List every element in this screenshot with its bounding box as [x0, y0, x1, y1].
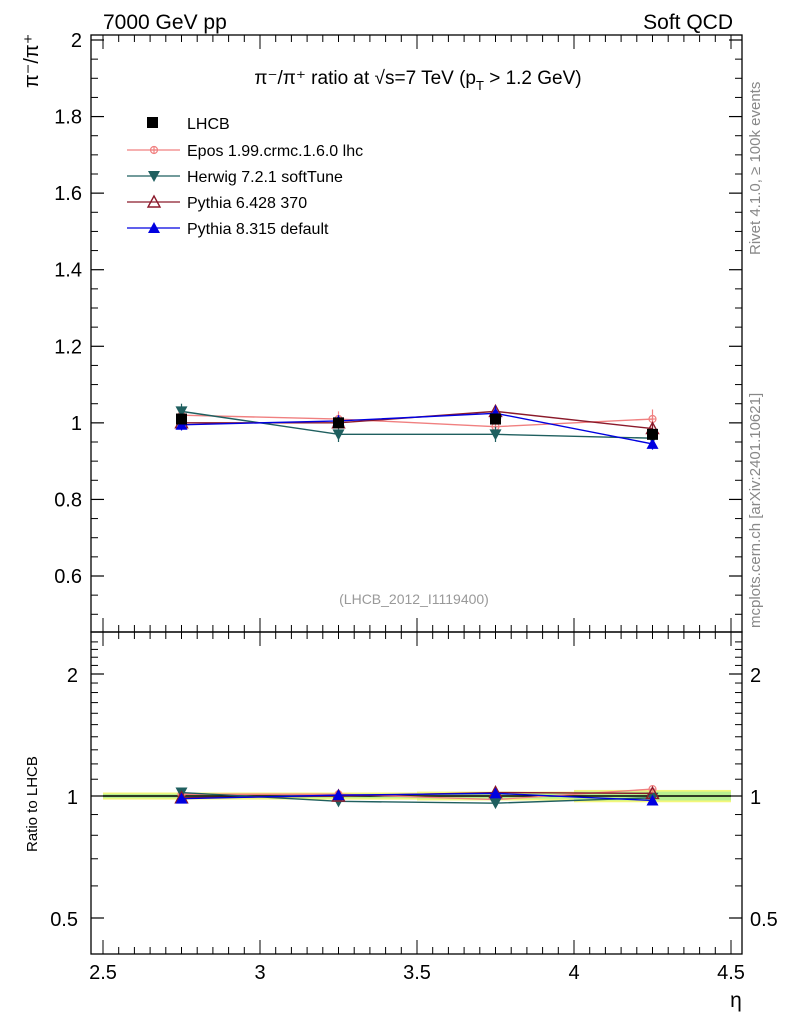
- plot-title-end: > 1.2 GeV): [484, 68, 582, 89]
- data-point-lhcb: [333, 417, 344, 429]
- x-tick-label: 4.5: [717, 962, 745, 984]
- ratio-axis-ticks: 0.5 0.5 1 1 2 2: [50, 641, 778, 931]
- main-y-tick-label: 1.8: [54, 107, 82, 129]
- main-y-tick-label: 1: [71, 413, 82, 435]
- x-axis-label: η: [730, 989, 742, 1012]
- legend-pythia8-marker-shape: [148, 222, 160, 233]
- main-y-tick-label: 2: [71, 30, 82, 52]
- ratio-y-tick-label-right: 0.5: [750, 909, 778, 931]
- ratio-point-herwig: [489, 798, 502, 810]
- series-line-pythia8: [181, 412, 653, 445]
- ratio-y-tick-label-right: 1: [750, 787, 761, 809]
- rivet-version-label: Rivet 4.1.0, ≥ 100k events: [747, 82, 764, 255]
- legend-entry-herwig: Herwig 7.2.1 softTune: [127, 169, 343, 186]
- series-pythia8: [175, 405, 659, 450]
- ratio-series-pythia8: [175, 787, 659, 806]
- main-y-tick-label: 1.4: [54, 260, 82, 282]
- data-point-lhcb: [176, 413, 187, 425]
- legend-entry-pythia6: Pythia 6.428 370: [127, 194, 307, 212]
- legend-epos-label: Epos 1.99.crmc.1.6.0 lhc: [187, 143, 363, 160]
- ratio-point-pythia8: [175, 792, 188, 804]
- x-axis-ticks: 2.5 3 3.5 4 4.5: [89, 35, 745, 984]
- data-point-herwig: [489, 429, 502, 441]
- ratio-y-tick-label-left: 1: [67, 787, 78, 809]
- analysis-watermark: (LHCB_2012_I1119400): [339, 591, 489, 607]
- main-y-tick-label: 0.6: [54, 566, 82, 588]
- data-point-lhcb: [647, 428, 658, 440]
- legend-herwig-marker-shape: [148, 171, 160, 182]
- series-herwig: [175, 403, 659, 446]
- legend-entry-epos: Epos 1.99.crmc.1.6.0 lhc: [127, 143, 363, 160]
- series-line-pythia6: [181, 410, 653, 430]
- data-point-pythia8: [646, 437, 659, 449]
- mcplots-label: mcplots.cern.ch [arXiv:2401.10621]: [747, 393, 764, 628]
- ratio-point-pythia8: [489, 787, 502, 799]
- series-lhcb: [176, 413, 658, 441]
- ratio-line-epos: [181, 788, 653, 801]
- legend-pythia8-marker: [148, 222, 160, 233]
- ratio-line-pythia8: [181, 792, 653, 802]
- legend-epos-marker-shape: [149, 145, 159, 155]
- main-y-tick-label: 0.8: [54, 489, 82, 511]
- legend: LHCB Epos 1.99.crmc.1.6.0 lhc Herwig 7.2…: [127, 116, 363, 238]
- data-point-herwig: [175, 406, 188, 418]
- main-axis-ticks: 0.6 0.8 1 1.2 1.4 1.6 1.8 2: [54, 30, 742, 615]
- ratio-y-tick-label-right: 2: [750, 665, 761, 687]
- main-y-tick-label: 1.2: [54, 336, 82, 358]
- legend-herwig-marker: [148, 171, 160, 182]
- data-point-herwig: [332, 429, 345, 441]
- main-y-axis-label: π⁻/π⁺: [21, 34, 43, 88]
- legend-entry-lhcb: LHCB: [147, 116, 230, 133]
- data-point-lhcb: [490, 413, 501, 425]
- legend-lhcb-marker: [147, 117, 158, 128]
- x-tick-label: 2.5: [89, 962, 117, 984]
- legend-lhcb-label: LHCB: [187, 116, 230, 133]
- plot-title-main: π⁻/π⁺ ratio at √s=7 TeV (p: [254, 68, 476, 89]
- legend-pythia6-marker: [146, 194, 162, 208]
- ratio-point-pythia8: [646, 794, 659, 806]
- x-tick-label: 3: [254, 962, 265, 984]
- legend-entry-pythia8: Pythia 8.315 default: [127, 221, 329, 238]
- main-series-layer: [174, 403, 660, 450]
- header-process-label: Soft QCD: [643, 11, 733, 34]
- ratio-y-tick-label-left: 0.5: [50, 909, 78, 931]
- series-line-epos: [181, 414, 653, 428]
- legend-herwig-label: Herwig 7.2.1 softTune: [187, 169, 343, 186]
- ratio-y-axis-label: Ratio to LHCB: [24, 756, 41, 852]
- ratio-point-pythia8: [332, 789, 345, 801]
- legend-pythia6-marker-shape: [146, 194, 162, 208]
- x-tick-label: 3.5: [403, 962, 431, 984]
- series-line-herwig: [181, 410, 653, 439]
- series-pythia6: [174, 403, 660, 435]
- legend-pythia8-label: Pythia 8.315 default: [187, 221, 329, 238]
- main-y-tick-label: 1.6: [54, 183, 82, 205]
- legend-pythia6-label: Pythia 6.428 370: [187, 195, 307, 212]
- plot-title-subscript: T: [476, 78, 484, 93]
- plot-title: π⁻/π⁺ ratio at √s=7 TeV (pT > 1.2 GeV): [254, 68, 581, 93]
- legend-epos-marker: [149, 145, 159, 155]
- ratio-y-tick-label-left: 2: [67, 665, 78, 687]
- x-tick-label: 4: [568, 962, 579, 984]
- header-energy-label: 7000 GeV pp: [103, 11, 227, 34]
- ratio-series-layer: [174, 784, 660, 810]
